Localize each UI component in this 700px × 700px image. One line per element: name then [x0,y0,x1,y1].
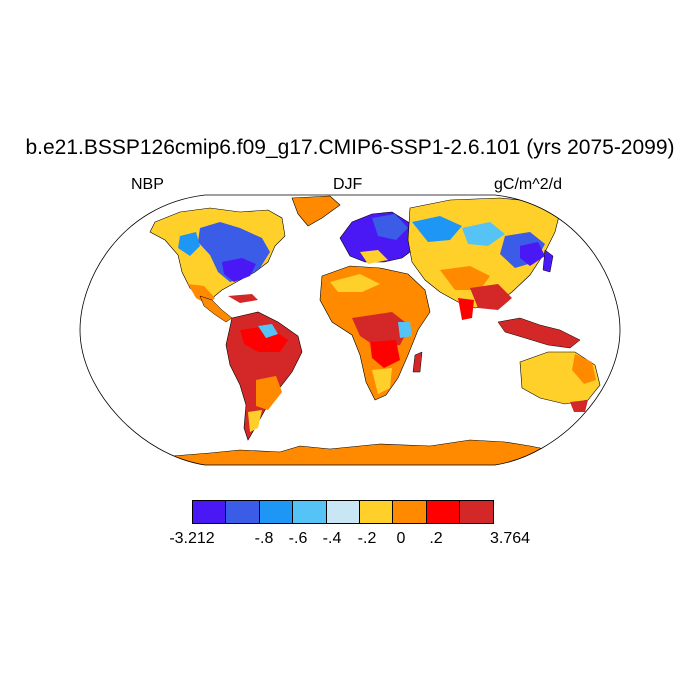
colorbar-tick-label: 3.764 [489,530,531,547]
plot-title: b.e21.BSSP126cmip6.f09_g17.CMIP6-SSP1-2.… [25,136,675,159]
colorbar-swatch [292,500,327,524]
colorbar-swatch [225,500,260,524]
colorbar-swatch [192,500,227,524]
greenland [291,195,341,227]
colorbar-swatch [459,500,494,524]
japan [542,249,554,273]
central-america [199,295,233,323]
colorbar-tick-label: -.8 [254,530,274,547]
colorbar-swatch [325,500,360,524]
season-label: DJF [333,176,363,193]
colorbar-tick-label: 0 [396,530,406,547]
colorbar-tick-label: -.2 [357,530,377,547]
colorbar-tick-label: -.6 [288,530,308,547]
indonesia [497,317,581,349]
units-label: gC/m^2/d [494,176,562,193]
colorbar-swatch [258,500,294,524]
colorbar-swatch [358,500,394,524]
colorbar [192,500,494,524]
colorbar-swatch [425,500,461,524]
variable-label: NBP [131,176,164,193]
map-outline [79,194,621,466]
colorbar-tick-label: -3.212 [169,530,215,547]
antarctica [80,439,620,465]
colorbar-tick-label: .2 [429,530,443,547]
colorbar-tick-label: -.4 [322,530,342,547]
colorbar-swatch [392,500,427,524]
